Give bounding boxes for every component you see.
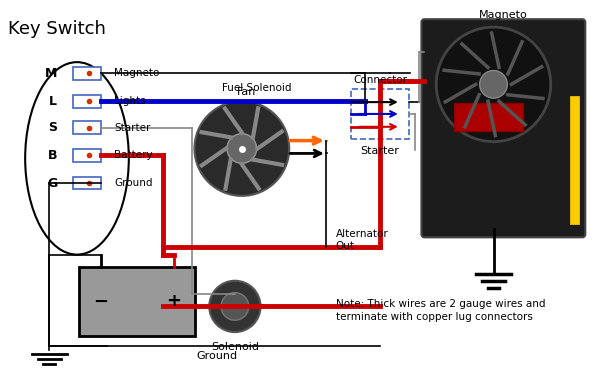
FancyBboxPatch shape: [421, 19, 585, 237]
Bar: [352, 89, 409, 139]
Text: Note: Thick wires are 2 gauge wires and
terminate with copper lug connectors: Note: Thick wires are 2 gauge wires and …: [335, 298, 545, 322]
Text: Connector: Connector: [353, 75, 407, 85]
Text: S: S: [48, 121, 57, 134]
Bar: [73, 67, 101, 80]
Bar: [79, 267, 196, 336]
Text: Starter: Starter: [361, 145, 400, 156]
Text: Lights: Lights: [115, 96, 146, 106]
Bar: [73, 149, 101, 162]
Bar: [454, 103, 523, 131]
Circle shape: [479, 70, 508, 98]
Text: Alternator
Out: Alternator Out: [335, 229, 388, 251]
Circle shape: [436, 27, 551, 142]
Circle shape: [221, 292, 249, 320]
Bar: [73, 95, 101, 107]
Bar: [73, 177, 101, 189]
Text: Fuel Solenoid: Fuel Solenoid: [222, 83, 292, 93]
Text: −: −: [93, 292, 108, 310]
Text: +: +: [166, 292, 181, 310]
Text: Battery: Battery: [115, 150, 153, 160]
Text: Ground: Ground: [115, 178, 153, 188]
Text: Magneto: Magneto: [479, 10, 528, 20]
Text: Starter: Starter: [115, 123, 151, 133]
Circle shape: [194, 101, 289, 196]
Text: L: L: [49, 95, 57, 108]
Text: Key Switch: Key Switch: [8, 20, 106, 38]
Circle shape: [227, 134, 257, 163]
Circle shape: [209, 281, 260, 332]
Text: B: B: [48, 149, 57, 162]
Text: Fan: Fan: [237, 87, 256, 97]
Text: Solenoid: Solenoid: [211, 342, 259, 352]
Text: M: M: [45, 67, 57, 80]
Text: Ground: Ground: [197, 351, 238, 361]
Text: G: G: [47, 176, 57, 189]
Bar: [73, 121, 101, 134]
Text: Magneto: Magneto: [115, 69, 160, 78]
